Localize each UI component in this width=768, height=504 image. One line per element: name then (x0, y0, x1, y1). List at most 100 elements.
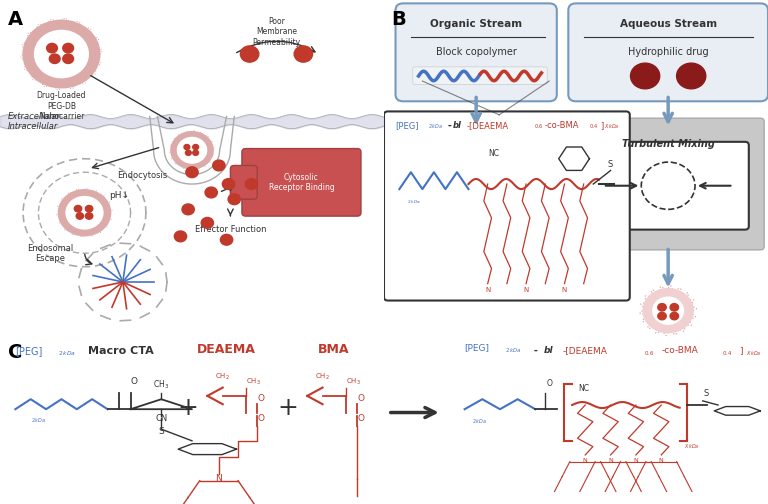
Text: N: N (634, 458, 638, 463)
Text: C: C (8, 343, 22, 362)
Circle shape (246, 178, 257, 190)
FancyBboxPatch shape (413, 67, 547, 85)
Text: A: A (8, 10, 23, 29)
Text: CH$_2$: CH$_2$ (215, 372, 230, 383)
Text: O: O (257, 394, 265, 403)
Circle shape (193, 145, 199, 150)
Circle shape (228, 194, 240, 205)
Text: Poor
Membrane
Permeability: Poor Membrane Permeability (253, 17, 300, 47)
FancyBboxPatch shape (384, 111, 630, 300)
Circle shape (205, 187, 217, 198)
Circle shape (177, 138, 207, 163)
Text: Hydrophilic drug: Hydrophilic drug (628, 47, 708, 57)
Text: S: S (158, 427, 164, 436)
Text: NC: NC (488, 149, 499, 158)
Circle shape (35, 30, 88, 78)
Text: CN: CN (155, 414, 167, 423)
Circle shape (85, 213, 93, 219)
Text: O: O (257, 414, 265, 423)
Circle shape (66, 197, 103, 229)
Circle shape (74, 206, 81, 212)
Text: Block copolymer: Block copolymer (435, 47, 517, 57)
Circle shape (653, 297, 684, 324)
Text: -co-BMA: -co-BMA (545, 121, 579, 130)
Text: Aqueous Stream: Aqueous Stream (620, 19, 717, 29)
Text: -[DEAEMA: -[DEAEMA (466, 121, 508, 130)
Circle shape (63, 43, 74, 53)
Text: O: O (131, 377, 138, 386)
Circle shape (223, 178, 235, 190)
Text: $_{2\,kDa}$: $_{2\,kDa}$ (58, 349, 75, 358)
Text: S: S (608, 160, 613, 169)
FancyBboxPatch shape (242, 149, 361, 216)
Text: N: N (216, 474, 222, 483)
Text: ]: ] (601, 121, 604, 130)
Text: Turbulent Mixing: Turbulent Mixing (622, 139, 714, 149)
Circle shape (643, 289, 693, 333)
Text: bl: bl (453, 121, 462, 130)
Circle shape (677, 63, 706, 89)
Circle shape (294, 46, 313, 62)
Text: N: N (485, 287, 490, 293)
Text: bl: bl (544, 346, 554, 355)
Text: $_{2\,kDa}$: $_{2\,kDa}$ (472, 418, 488, 426)
Circle shape (182, 204, 194, 215)
Text: $_{0.4}$: $_{0.4}$ (590, 122, 599, 131)
FancyBboxPatch shape (396, 4, 557, 101)
Text: CH$_3$: CH$_3$ (153, 379, 170, 391)
Text: O: O (357, 394, 365, 403)
Text: N: N (562, 287, 567, 293)
Circle shape (670, 303, 679, 311)
Circle shape (49, 54, 60, 64)
Circle shape (47, 43, 58, 53)
Text: +: + (277, 396, 299, 419)
Text: N: N (659, 458, 664, 463)
Circle shape (63, 54, 74, 64)
Text: [PEG]: [PEG] (396, 121, 419, 130)
Circle shape (184, 145, 190, 150)
Text: B: B (392, 10, 406, 29)
Circle shape (201, 217, 214, 228)
Text: $_{2\,kDa}$: $_{2\,kDa}$ (31, 416, 46, 424)
Text: O: O (357, 414, 365, 423)
Text: -: - (447, 120, 452, 131)
Text: $_{X\,kDa}$: $_{X\,kDa}$ (604, 122, 619, 131)
Circle shape (186, 167, 198, 177)
Text: O: O (546, 379, 552, 388)
Text: ]: ] (740, 346, 743, 355)
Circle shape (213, 160, 225, 171)
Text: Organic Stream: Organic Stream (430, 19, 522, 29)
Circle shape (174, 231, 187, 242)
Text: Effector Function: Effector Function (194, 225, 266, 234)
Text: $_{X\,kDa}$: $_{X\,kDa}$ (684, 443, 699, 451)
Text: $_{X\,kDa}$: $_{X\,kDa}$ (746, 349, 761, 358)
Circle shape (240, 46, 259, 62)
Text: BMA: BMA (318, 343, 350, 356)
Text: N: N (524, 287, 528, 293)
Circle shape (58, 190, 111, 236)
Text: [PEG]: [PEG] (465, 343, 490, 352)
Text: N: N (608, 458, 613, 463)
Circle shape (23, 20, 100, 88)
Text: [PEG]: [PEG] (15, 346, 43, 356)
Text: Macro CTA: Macro CTA (88, 346, 154, 356)
Text: NC: NC (578, 384, 589, 393)
Text: $_{2\,kDa}$: $_{2\,kDa}$ (407, 199, 421, 206)
FancyBboxPatch shape (568, 4, 768, 101)
Circle shape (185, 150, 191, 155)
Text: S: S (704, 389, 709, 398)
Text: pH↓: pH↓ (109, 192, 129, 201)
Circle shape (657, 312, 666, 320)
Text: -co-BMA: -co-BMA (662, 346, 699, 355)
Circle shape (76, 213, 84, 219)
Text: Intracellular: Intracellular (8, 122, 58, 131)
Text: $_{0.6}$: $_{0.6}$ (534, 122, 543, 131)
Circle shape (85, 206, 93, 212)
Text: N: N (583, 458, 588, 463)
Text: CH$_3$: CH$_3$ (246, 376, 261, 387)
Text: -: - (534, 346, 538, 356)
Circle shape (220, 234, 233, 245)
Text: CH$_2$: CH$_2$ (315, 372, 330, 383)
Text: $_{0.6}$: $_{0.6}$ (644, 349, 654, 358)
Circle shape (193, 150, 199, 155)
